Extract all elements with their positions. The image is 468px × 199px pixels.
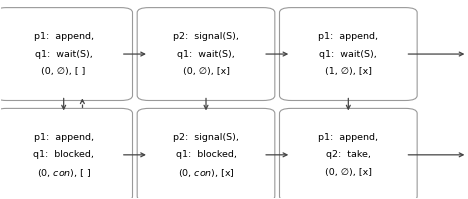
FancyBboxPatch shape: [137, 108, 275, 199]
FancyBboxPatch shape: [137, 8, 275, 100]
Text: p1:  append,: p1: append,: [34, 32, 94, 41]
Text: (0, $\mathit{con}$), [ ]: (0, $\mathit{con}$), [ ]: [37, 167, 91, 179]
Text: q1:  wait(S),: q1: wait(S),: [35, 50, 93, 59]
Text: p2:  signal(S),: p2: signal(S),: [173, 133, 239, 141]
Text: p2:  signal(S),: p2: signal(S),: [173, 32, 239, 41]
Text: (0, ∅), [ ]: (0, ∅), [ ]: [42, 67, 86, 76]
Text: p1:  append,: p1: append,: [318, 32, 378, 41]
Text: q2:  take,: q2: take,: [326, 150, 371, 159]
FancyBboxPatch shape: [279, 108, 417, 199]
Text: (1, ∅), [x]: (1, ∅), [x]: [325, 67, 372, 76]
Text: (0, ∅), [x]: (0, ∅), [x]: [325, 168, 372, 177]
FancyBboxPatch shape: [0, 8, 132, 100]
Text: q1:  blocked,: q1: blocked,: [176, 150, 236, 159]
Text: p1:  append,: p1: append,: [34, 133, 94, 141]
Text: q1:  wait(S),: q1: wait(S),: [177, 50, 235, 59]
FancyBboxPatch shape: [279, 8, 417, 100]
FancyBboxPatch shape: [0, 108, 132, 199]
Text: (0, $\mathit{con}$), [x]: (0, $\mathit{con}$), [x]: [177, 167, 234, 179]
Text: q1:  wait(S),: q1: wait(S),: [320, 50, 377, 59]
Text: q1:  blocked,: q1: blocked,: [33, 150, 94, 159]
Text: p1:  append,: p1: append,: [318, 133, 378, 141]
Text: (0, ∅), [x]: (0, ∅), [x]: [183, 67, 229, 76]
